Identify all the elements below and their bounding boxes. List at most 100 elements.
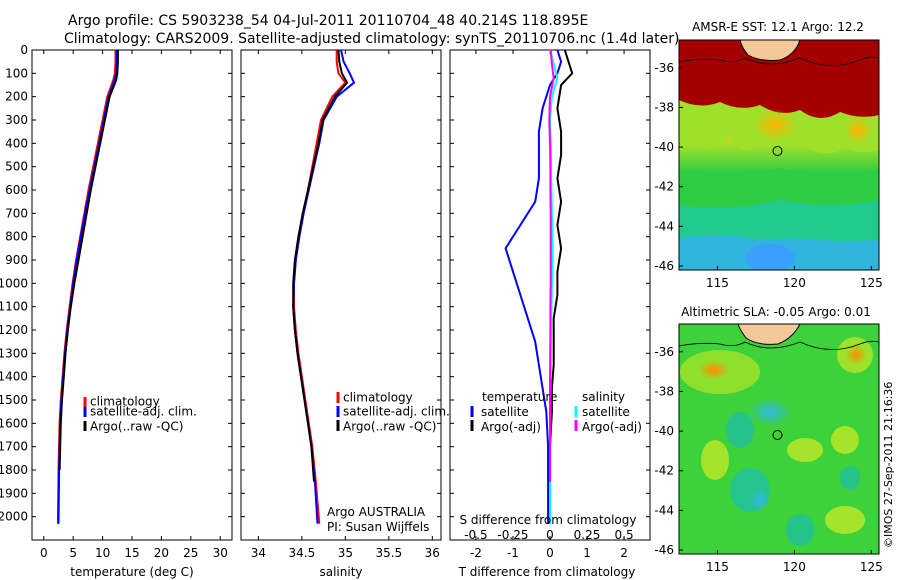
lat-tick-label: -44	[654, 503, 674, 517]
temperature-plot-frame	[31, 49, 233, 541]
y-tick-label: 400	[5, 136, 28, 150]
difference-panel: -2 -1 0 1 2 -0.5 -0.25 0 0.25 0.5 S difference f…	[449, 49, 651, 579]
sla-positive-anomaly	[698, 360, 730, 380]
sla-positive-anomaly	[825, 506, 865, 534]
legend-title-salinity: salinity	[582, 390, 625, 404]
lat-tick-label: -38	[654, 100, 674, 114]
legend-climatology-label: climatology	[90, 395, 160, 409]
lat-tick-label: -40	[654, 140, 674, 154]
legend-title-temperature: temperature	[482, 390, 557, 404]
x-tick-label: 34.5	[289, 546, 316, 560]
sla-negative-anomaly	[750, 488, 770, 512]
sla-land	[737, 324, 801, 345]
salinity-legend: climatology satellite-adj. clim. Argo(..…	[336, 391, 450, 434]
temperature-x-axis: 0 5 10 15 20 25 30	[40, 50, 228, 560]
depth-axis: 0 100 200 300 400 500 600 700 800 900 1000 1100 1200…	[0, 43, 232, 524]
salinity-plot-frame	[240, 49, 442, 541]
legend-t-satellite-label: satellite	[481, 405, 529, 419]
y-tick-label: 1200	[0, 323, 28, 337]
sst-cold-patch	[745, 244, 795, 270]
x-tick-label: 25	[183, 546, 198, 560]
sla-positive-anomaly	[846, 345, 866, 365]
lon-tick-label: 125	[860, 560, 883, 574]
legend-satellite-label: satellite-adj. clim.	[90, 405, 197, 419]
lat-tick-label: -46	[654, 543, 674, 557]
temperature-xlabel: temperature (deg C)	[70, 565, 193, 579]
sst-map-title: AMSR-E SST: 12.1 Argo: 12.2	[692, 20, 864, 34]
y-tick-label: 1000	[0, 276, 28, 290]
lon-tick-label: 115	[706, 276, 729, 290]
x-tick-label: 20	[154, 546, 169, 560]
x-tick-label: 36	[425, 546, 440, 560]
lat-tick-label: -36	[654, 61, 674, 75]
y-tick-label: 700	[5, 206, 28, 220]
credit-label: ©IMOS 27-Sep-2011 21:16:36	[882, 382, 895, 548]
y-tick-label: 0	[20, 43, 28, 57]
salinity-series	[292, 49, 355, 524]
sla-positive-anomaly	[831, 426, 859, 454]
y-tick-label: 1900	[0, 486, 28, 500]
series-t-satellite	[504, 49, 563, 524]
y-tick-label: 800	[5, 230, 28, 244]
lon-tick-label: 125	[860, 276, 883, 290]
series-t-argo-adj-	[549, 49, 574, 482]
sst-map-panel: AMSR-E SST: 12.1 Argo: 12.2 -36 -38 -40 -42…	[654, 20, 882, 290]
sla-negative-anomaly	[726, 412, 754, 448]
header-line-2: Climatology: CARS2009. Satellite-adjuste…	[64, 31, 679, 47]
x-tick-label: -2	[470, 546, 482, 560]
sst-argo-position-marker	[772, 146, 783, 156]
y-tick-label: 200	[5, 90, 28, 104]
legend-argo-label: Argo(..raw -QC)	[343, 420, 436, 434]
y-tick-label: 500	[5, 160, 28, 174]
y-tick-label: 1800	[0, 463, 28, 477]
sla-negative-anomaly	[840, 466, 860, 490]
lat-tick-label: -38	[654, 384, 674, 398]
x-tick-label: 2	[620, 546, 628, 560]
difference-series	[504, 49, 574, 524]
sla-positive-anomaly	[701, 440, 729, 480]
lon-tick-label: 120	[783, 276, 806, 290]
sla-latitude-axis: -36 -38 -40 -42 -44 -46	[654, 345, 683, 557]
s-difference-tick-label: -0.25	[497, 528, 528, 542]
legend-climatology-label: climatology	[343, 391, 413, 405]
sst-longitude-axis: 115 120 125	[706, 266, 883, 290]
sla-negative-anomaly	[748, 398, 792, 426]
series-argo-raw-qc-	[58, 50, 119, 471]
x-tick-label: 1	[583, 546, 591, 560]
y-tick-label: 2000	[0, 510, 28, 524]
sst-warm-band	[679, 40, 879, 119]
s-difference-tick-label: 0	[546, 528, 554, 542]
float-program-label: Argo AUSTRALIA	[327, 505, 426, 519]
lon-tick-label: 120	[783, 560, 806, 574]
salinity-x-axis: 34 34.5 35 35.5 36	[241, 49, 441, 560]
sst-land	[739, 40, 801, 61]
x-tick-label: 35.5	[375, 546, 402, 560]
temperature-series	[56, 50, 119, 524]
s-difference-x-axis: -0.5 -0.25 0 0.25 0.5	[464, 528, 633, 542]
lat-tick-label: -40	[654, 424, 674, 438]
y-tick-label: 900	[5, 253, 28, 267]
legend-s-argo-label: Argo(-adj)	[582, 420, 642, 434]
series-s-argo-adj-	[548, 49, 555, 482]
x-tick-label: 15	[124, 546, 139, 560]
difference-xlabel: T difference from climatology	[458, 565, 636, 579]
y-tick-label: 300	[5, 113, 28, 127]
x-tick-label: 30	[213, 546, 228, 560]
x-tick-label: 34	[251, 546, 266, 560]
y-tick-label: 1500	[0, 393, 28, 407]
temperature-legend: climatology satellite-adj. clim. Argo(..…	[83, 395, 197, 434]
legend-t-argo-label: Argo(-adj)	[481, 420, 541, 434]
difference-legend: temperature salinity satellite Argo(-adj…	[470, 390, 642, 434]
sla-map-frame	[678, 323, 880, 555]
legend-argo-label: Argo(..raw -QC)	[90, 420, 183, 434]
y-tick-label: 1600	[0, 416, 28, 430]
x-tick-label: -1	[507, 546, 519, 560]
sst-warm-eddy	[753, 109, 797, 141]
salinity-xlabel: salinity	[319, 565, 362, 579]
s-difference-tick-label: -0.5	[464, 528, 487, 542]
y-tick-label: 1700	[0, 440, 28, 454]
sst-warm-eddy	[844, 116, 872, 144]
x-tick-label: 0	[40, 546, 48, 560]
difference-top-label: S difference from climatology	[460, 513, 637, 527]
